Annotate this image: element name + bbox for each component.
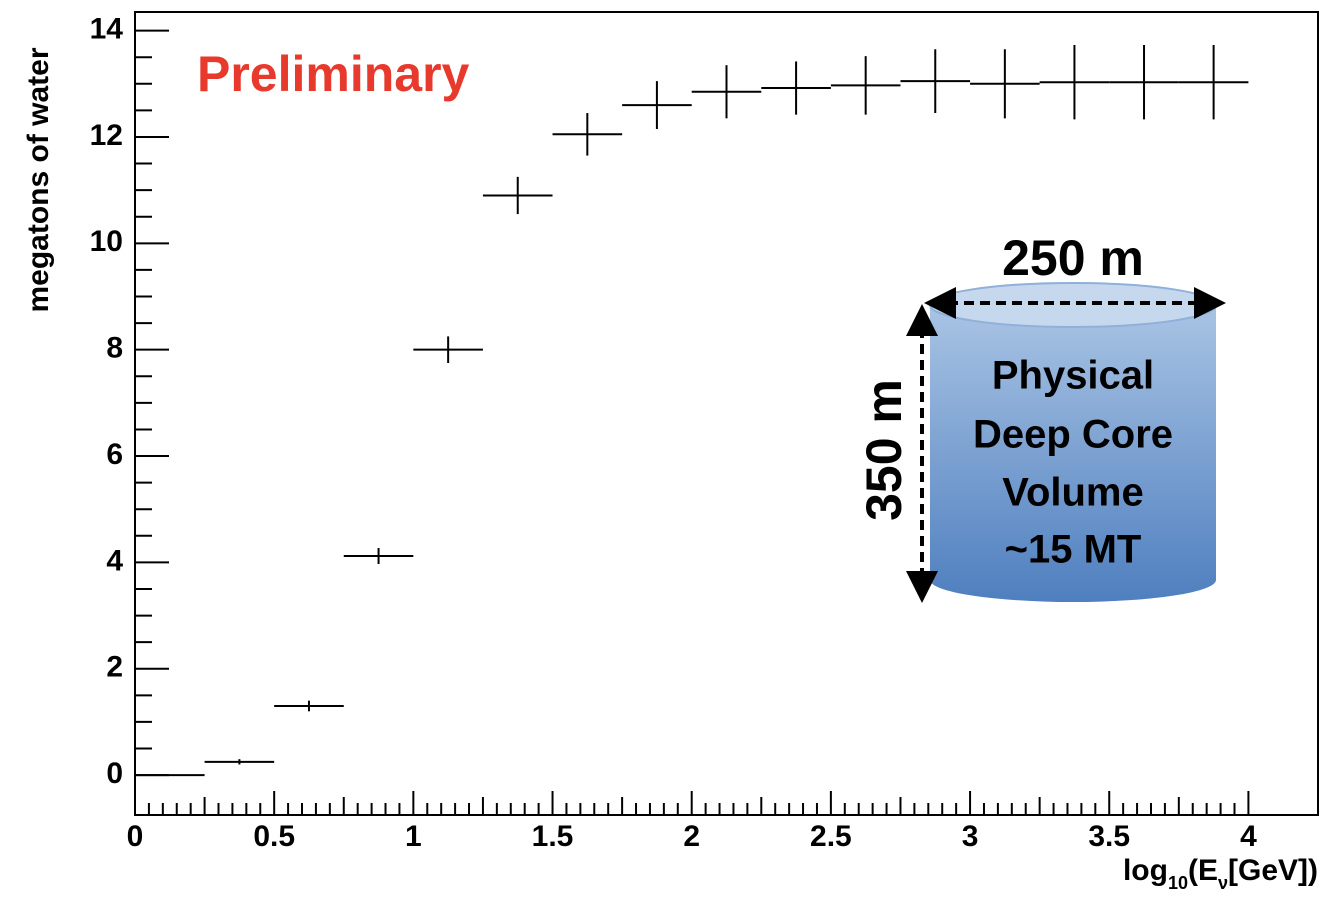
x-axis-label: log10(Eν[GeV]) (1123, 854, 1318, 893)
preliminary-label: Preliminary (197, 46, 470, 102)
x-tick-label: 3.5 (1088, 820, 1130, 853)
y-tick-label: 14 (90, 13, 124, 46)
height-label: 350 m (856, 379, 912, 521)
y-tick-label: 2 (106, 651, 123, 684)
width-label: 250 m (1002, 230, 1144, 286)
x-tick-label: 4 (1240, 820, 1257, 853)
y-tick-label: 10 (90, 225, 123, 258)
x-tick-label: 0 (127, 820, 144, 853)
volume-label: Physical (992, 354, 1154, 398)
y-tick-label: 4 (106, 544, 123, 577)
x-tick-label: 1 (405, 820, 422, 853)
volume-label: Volume (1002, 471, 1144, 515)
x-tick-label: 3 (962, 820, 979, 853)
cylinder-diagram: 250 m 350 m Physical Deep Core Volume ~1… (856, 230, 1226, 603)
volume-label: ~15 MT (1005, 528, 1142, 572)
y-tick-label: 12 (90, 119, 123, 152)
x-tick-label: 2 (683, 820, 700, 853)
y-tick-label: 0 (106, 757, 123, 790)
plot-frame (134, 11, 1319, 816)
x-tick-label: 2.5 (810, 820, 852, 853)
cylinder-body (930, 305, 1216, 602)
x-label-part: log (1123, 854, 1168, 887)
volume-label: Deep Core (973, 413, 1173, 457)
y-tick-label: 8 (106, 332, 123, 365)
x-label-part: [GeV]) (1228, 854, 1318, 887)
x-tick-label: 0.5 (253, 820, 295, 853)
x-label-part: ν (1218, 873, 1228, 893)
x-tick-label: 1.5 (532, 820, 574, 853)
x-label-part: (E (1188, 854, 1218, 887)
y-tick-label: 6 (106, 438, 123, 471)
x-label-part: 10 (1168, 873, 1188, 893)
y-axis-label: megatons of water (22, 47, 55, 312)
